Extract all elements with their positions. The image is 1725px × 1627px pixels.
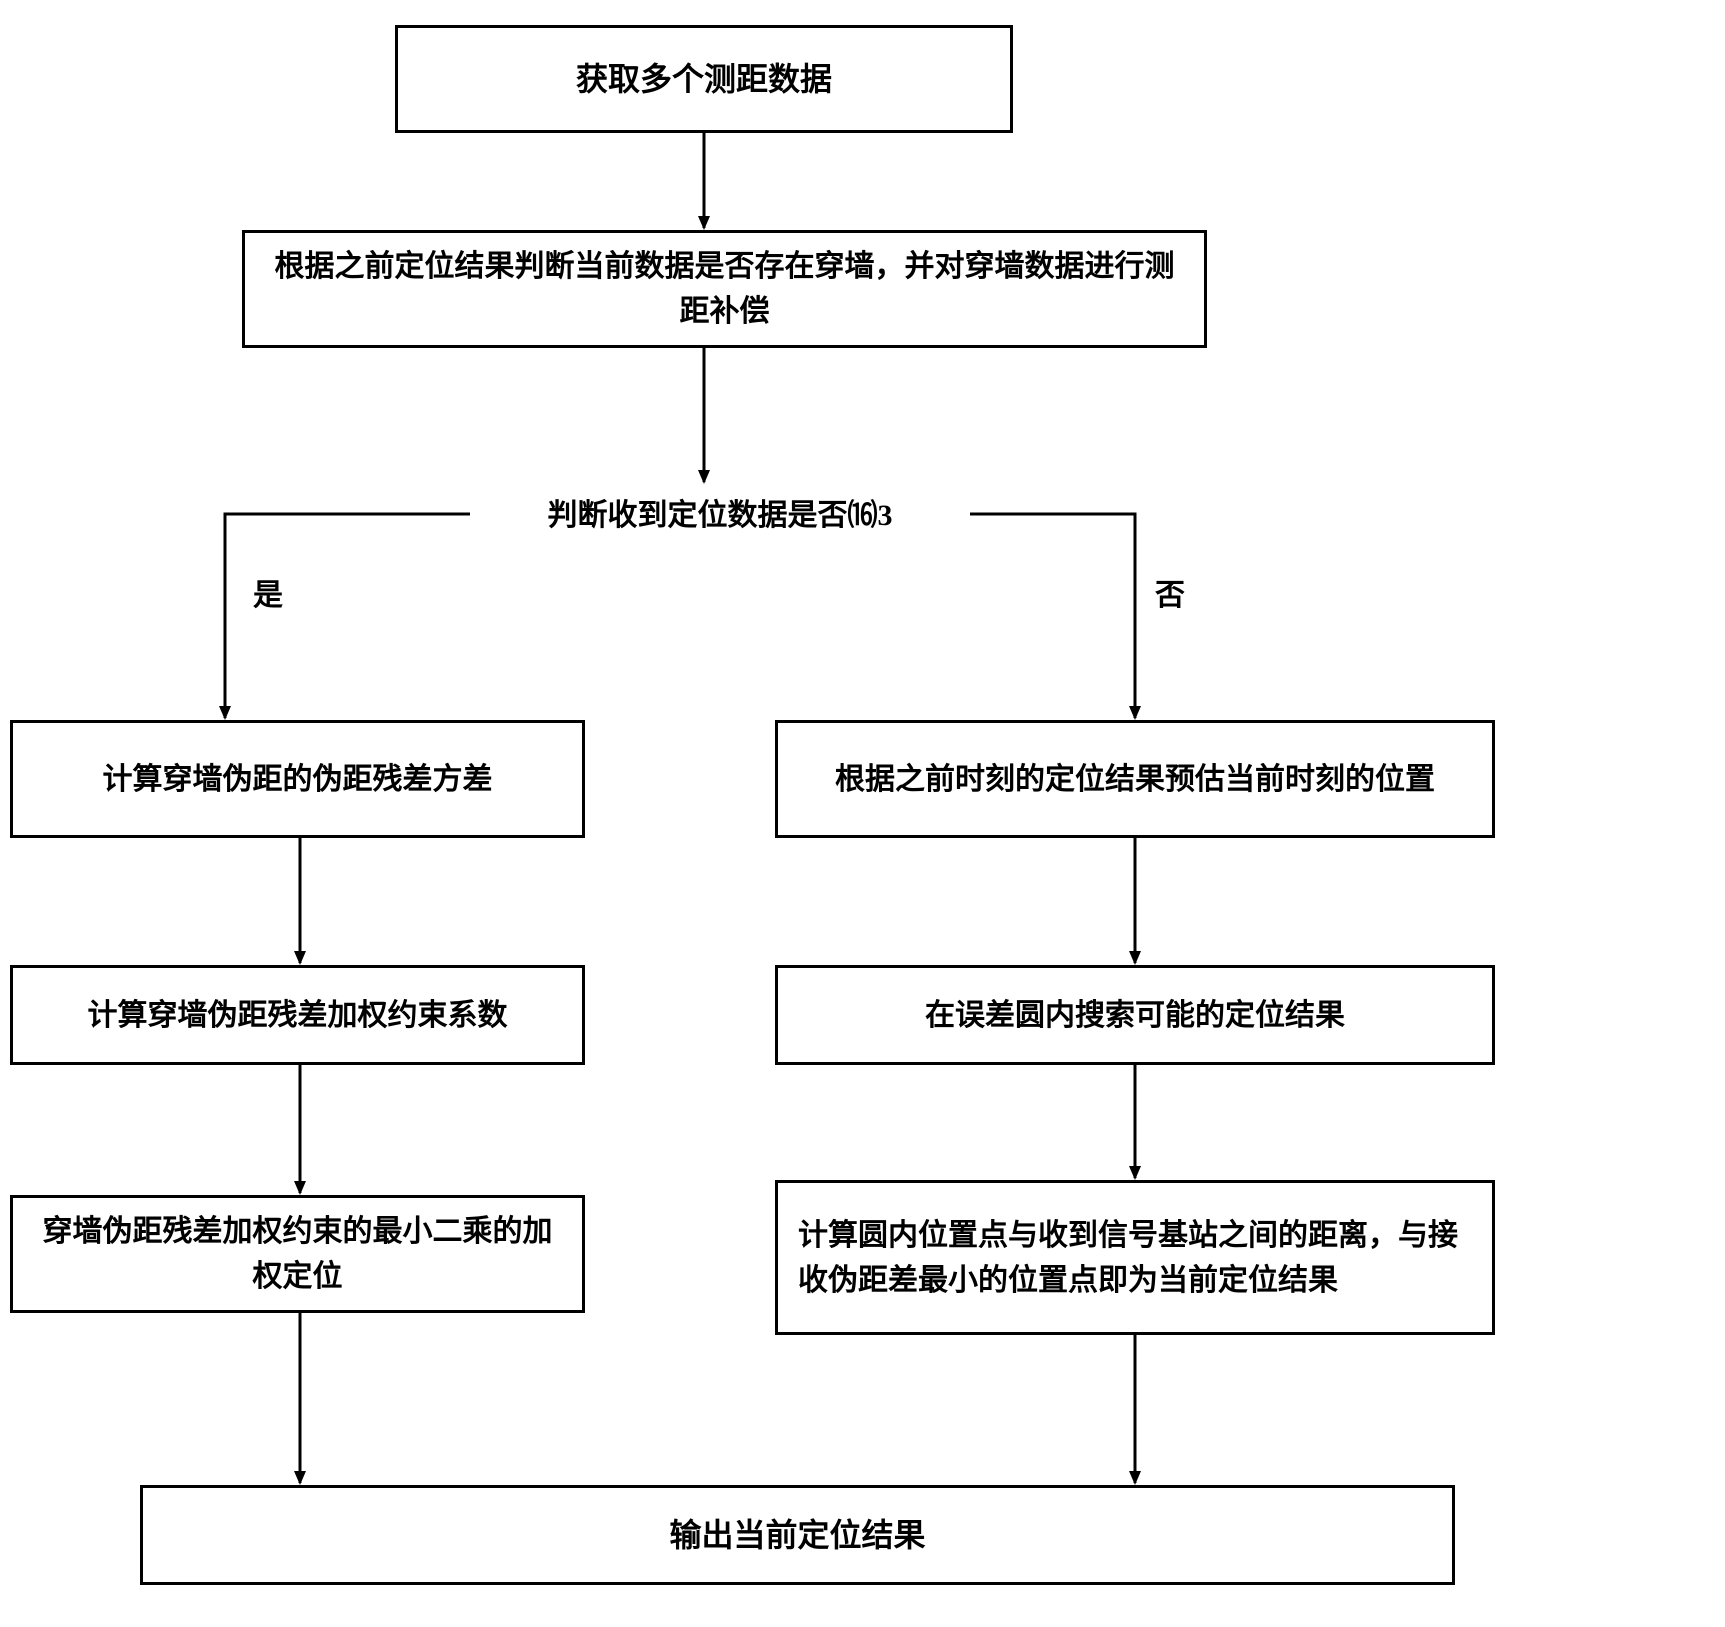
branch-yes-label: 是: [253, 570, 283, 614]
node-min-distance: 计算圆内位置点与收到信号基站之间的距离，与接收伪距差最小的位置点即为当前定位结果: [775, 1180, 1495, 1335]
node-label: 穿墙伪距残差加权约束的最小二乘的加权定位: [33, 1209, 562, 1299]
flowchart-canvas: 获取多个测距数据 根据之前定位结果判断当前数据是否存在穿墙，并对穿墙数据进行测距…: [0, 0, 1725, 1627]
node-acquire-data: 获取多个测距数据: [395, 25, 1013, 133]
node-label: 获取多个测距数据: [576, 55, 832, 103]
node-output: 输出当前定位结果: [140, 1485, 1455, 1585]
node-wall-compensation: 根据之前定位结果判断当前数据是否存在穿墙，并对穿墙数据进行测距补偿: [242, 230, 1207, 348]
node-label: 在误差圆内搜索可能的定位结果: [925, 993, 1345, 1038]
node-label: 计算穿墙伪距的伪距残差方差: [103, 757, 493, 802]
node-decision: 判断收到定位数据是否⒃3: [470, 490, 970, 534]
node-least-squares: 穿墙伪距残差加权约束的最小二乘的加权定位: [10, 1195, 585, 1313]
node-predict-position: 根据之前时刻的定位结果预估当前时刻的位置: [775, 720, 1495, 838]
node-weight-coeff: 计算穿墙伪距残差加权约束系数: [10, 965, 585, 1065]
node-label: 计算圆内位置点与收到信号基站之间的距离，与接收伪距差最小的位置点即为当前定位结果: [798, 1213, 1472, 1303]
node-label: 输出当前定位结果: [669, 1511, 925, 1559]
node-label: 判断收到定位数据是否⒃3: [548, 499, 893, 532]
edge-yes: [225, 514, 470, 718]
node-label: 根据之前定位结果判断当前数据是否存在穿墙，并对穿墙数据进行测距补偿: [265, 244, 1184, 334]
branch-no-label: 否: [1155, 570, 1185, 614]
node-label: 计算穿墙伪距残差加权约束系数: [88, 993, 508, 1038]
node-variance: 计算穿墙伪距的伪距残差方差: [10, 720, 585, 838]
edge-no: [970, 514, 1135, 718]
node-label: 根据之前时刻的定位结果预估当前时刻的位置: [835, 757, 1435, 802]
node-search-circle: 在误差圆内搜索可能的定位结果: [775, 965, 1495, 1065]
